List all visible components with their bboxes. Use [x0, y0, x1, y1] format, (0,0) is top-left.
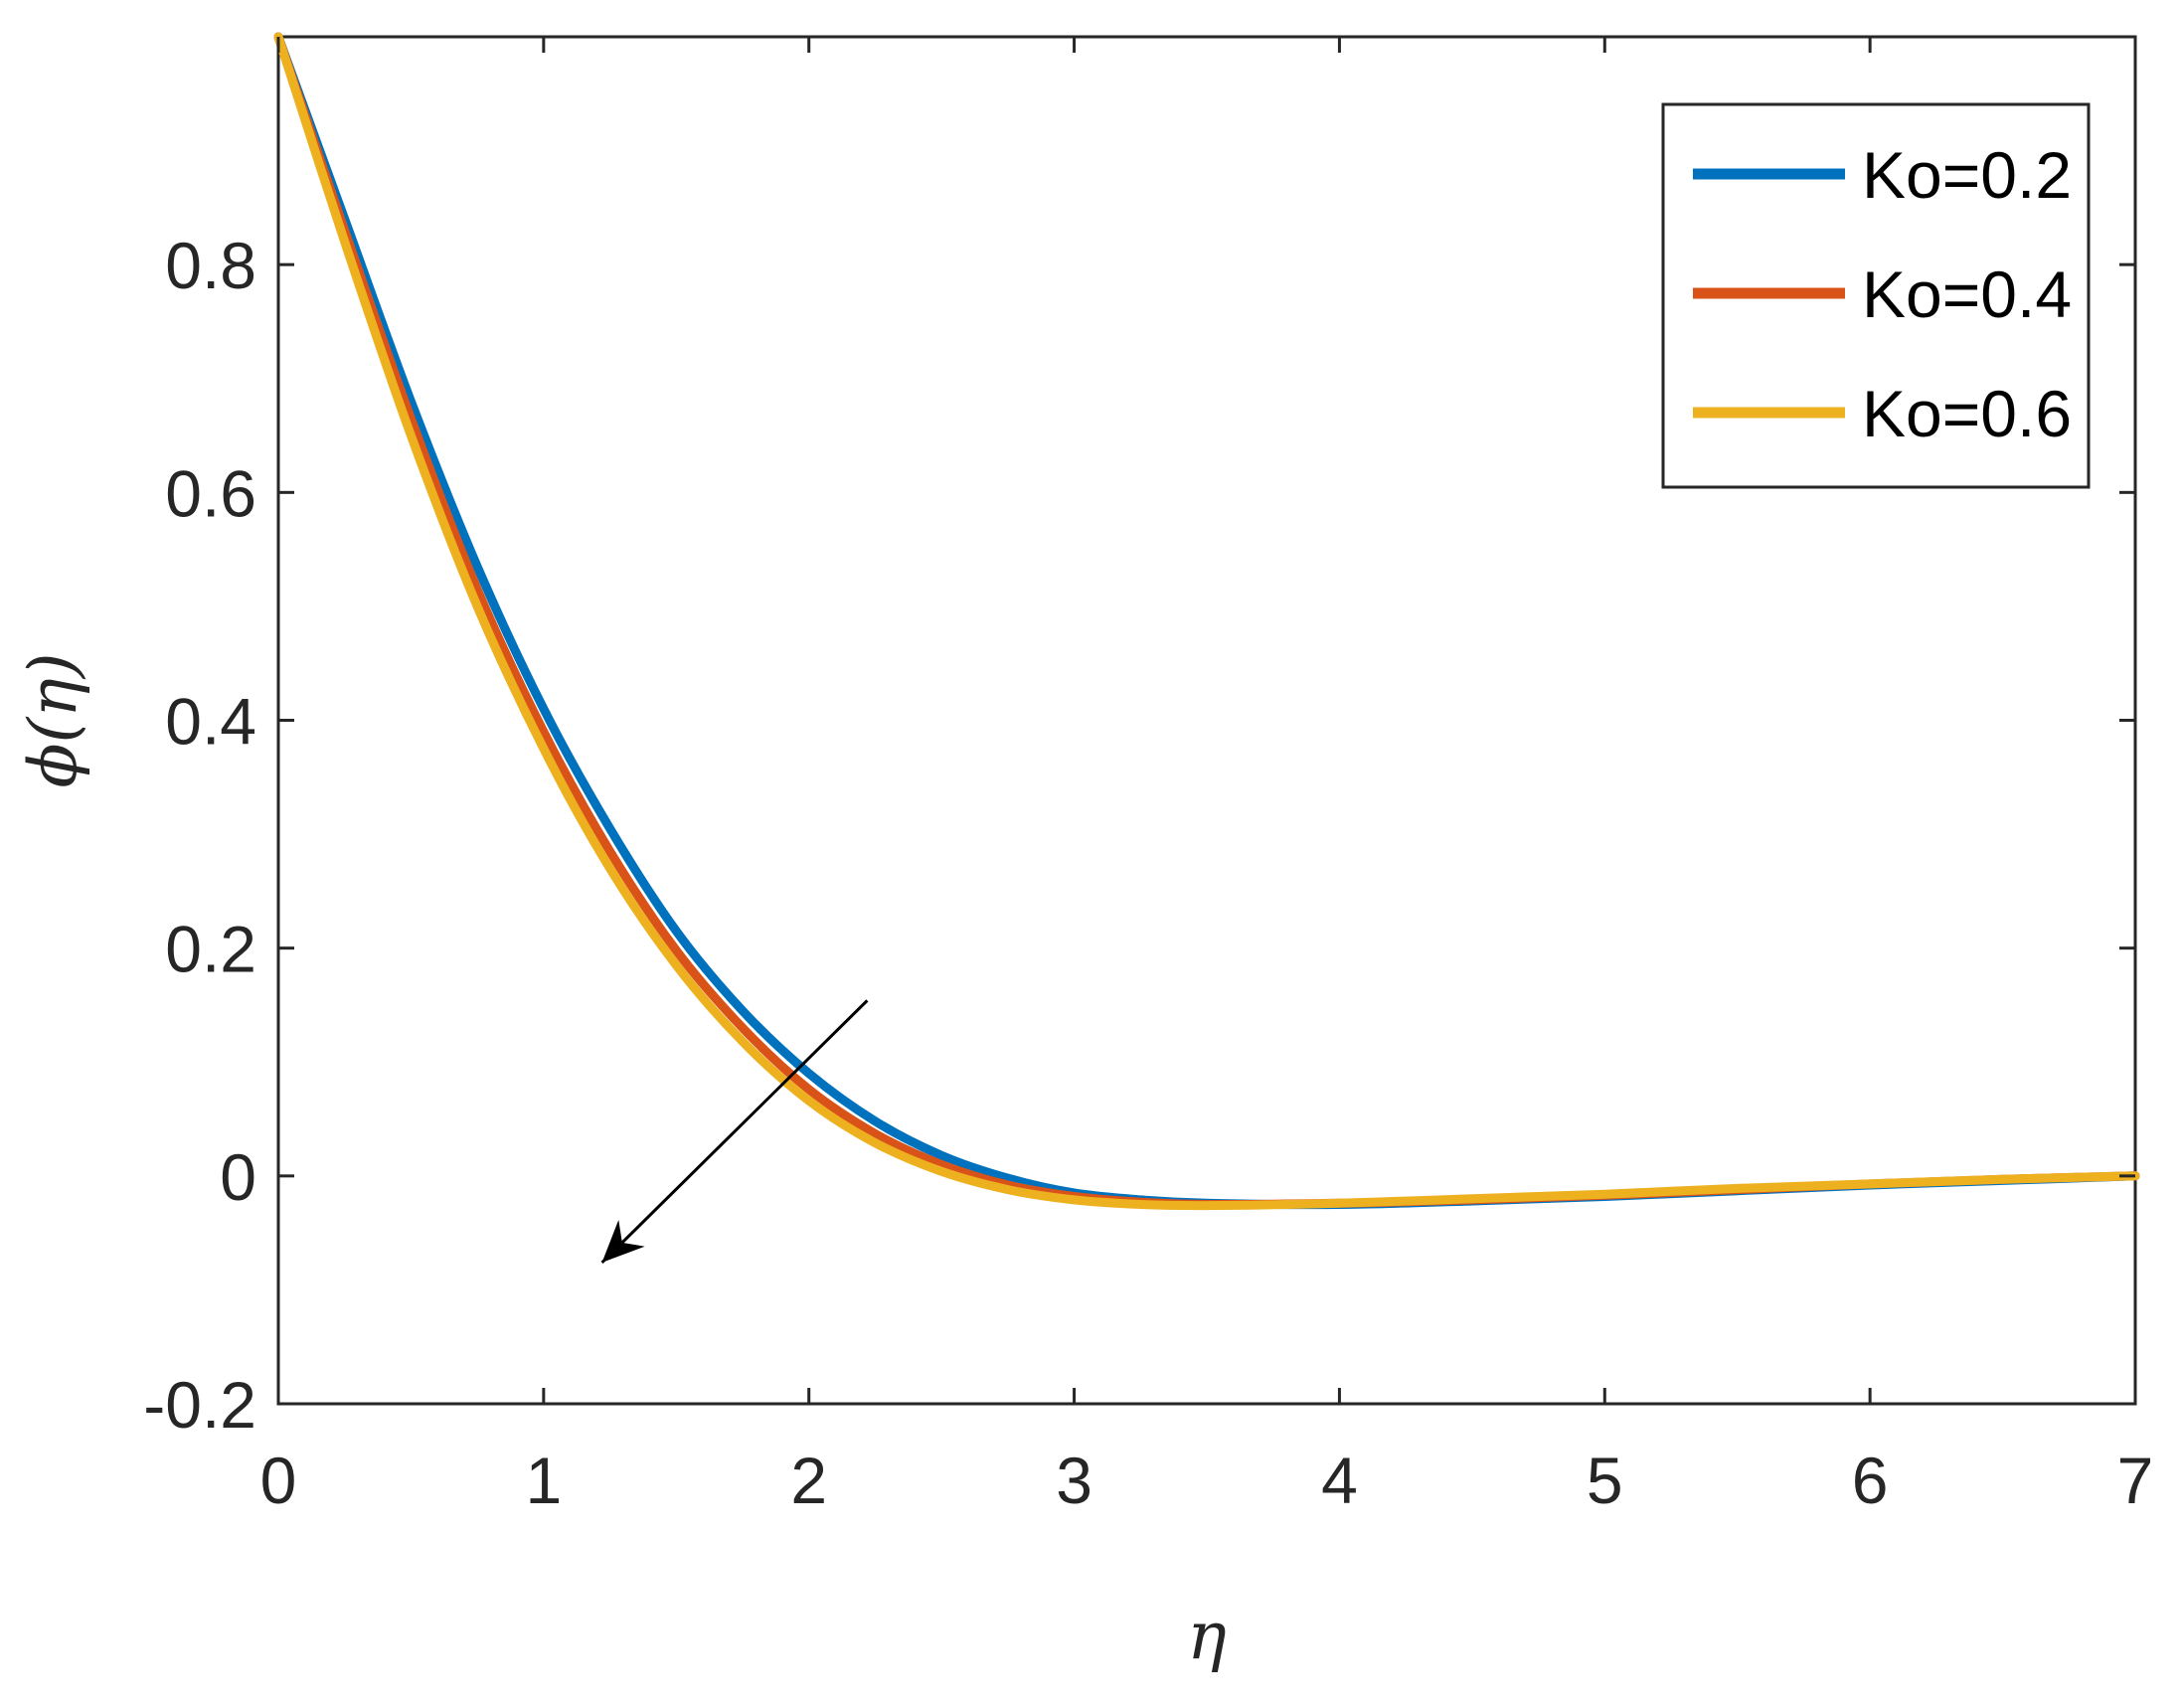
- y-tick-label: 0.8: [165, 229, 256, 302]
- y-axis-label: ϕ(η): [15, 652, 91, 787]
- legend-label: Ko=0.4: [1862, 257, 2072, 331]
- y-tick-label: 0.2: [165, 913, 256, 986]
- series-layer: [273, 32, 2140, 1211]
- x-tick-label: 3: [1056, 1444, 1092, 1517]
- x-tick-label: 4: [1321, 1444, 1358, 1517]
- legend-label: Ko=0.2: [1862, 138, 2072, 212]
- x-tick-label: 0: [260, 1444, 297, 1517]
- x-tick-label: 2: [790, 1444, 827, 1517]
- y-tick-label: 0.6: [165, 456, 256, 530]
- x-tick-label: 1: [525, 1444, 562, 1517]
- arrow-shaft: [600, 999, 869, 1264]
- axis-ticks: 0 1 2 3 4 5 6 7-0.200.20.40.60.8: [143, 37, 2153, 1517]
- x-tick-label: 6: [1852, 1444, 1889, 1517]
- legend-label: Ko=0.6: [1862, 377, 2072, 450]
- arrow-head: [601, 1220, 645, 1263]
- x-tick-label: 5: [1587, 1444, 1623, 1517]
- legend: Ko=0.2 Ko=0.4 Ko=0.6: [1661, 102, 2091, 489]
- y-tick-label: 0.4: [165, 685, 256, 759]
- series-line-3: [273, 32, 2140, 1211]
- x-tick-label: 7: [2117, 1444, 2154, 1517]
- x-axis-label: η: [1187, 1598, 1227, 1674]
- annotation-layer: [600, 999, 869, 1264]
- y-tick-label: 0: [220, 1140, 256, 1214]
- y-tick-label: -0.2: [143, 1368, 256, 1442]
